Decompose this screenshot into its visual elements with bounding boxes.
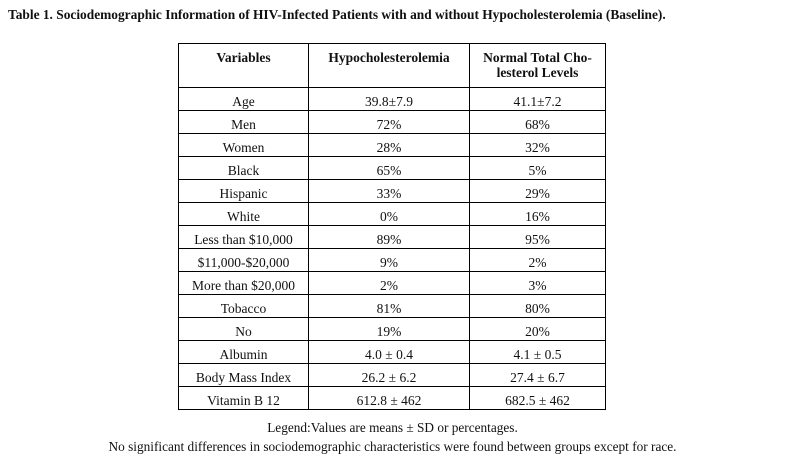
cell-variable: Men <box>178 110 309 134</box>
table-row: Tobacco 81% 80% <box>178 294 606 318</box>
cell-hypocholesterolemia: 72% <box>308 110 470 134</box>
table-row: Women 28% 32% <box>178 133 606 157</box>
cell-variable: More than $20,000 <box>178 271 309 295</box>
cell-hypocholesterolemia: 33% <box>308 179 470 203</box>
cell-normal: 27.4 ± 6.7 <box>469 363 606 387</box>
cell-hypocholesterolemia: 89% <box>308 225 470 249</box>
cell-hypocholesterolemia: 19% <box>308 317 470 341</box>
cell-variable: Body Mass Index <box>178 363 309 387</box>
cell-hypocholesterolemia: 65% <box>308 156 470 180</box>
table-row: White 0% 16% <box>178 202 606 226</box>
table-legend: Legend:Values are means ± SD or percenta… <box>267 420 518 435</box>
cell-variable: Tobacco <box>178 294 309 318</box>
cell-variable: White <box>178 202 309 226</box>
table-row: Men 72% 68% <box>178 110 606 134</box>
cell-hypocholesterolemia: 4.0 ± 0.4 <box>308 340 470 364</box>
cell-hypocholesterolemia: 612.8 ± 462 <box>308 386 470 410</box>
cell-hypocholesterolemia: 39.8±7.9 <box>308 87 470 111</box>
cell-hypocholesterolemia: 81% <box>308 294 470 318</box>
cell-normal: 32% <box>469 133 606 157</box>
cell-variable: Women <box>178 133 309 157</box>
cell-hypocholesterolemia: 26.2 ± 6.2 <box>308 363 470 387</box>
table-row: More than $20,000 2% 3% <box>178 271 606 295</box>
cell-variable: Albumin <box>178 340 309 364</box>
cell-normal: 4.1 ± 0.5 <box>469 340 606 364</box>
table-row: Age 39.8±7.9 41.1±7.2 <box>178 87 606 111</box>
cell-normal: 80% <box>469 294 606 318</box>
cell-variable: Less than $10,000 <box>178 225 309 249</box>
header-normal-cholesterol: Normal Total Cho- lesterol Levels <box>469 43 606 88</box>
cell-normal: 29% <box>469 179 606 203</box>
cell-variable: Black <box>178 156 309 180</box>
cell-normal: 3% <box>469 271 606 295</box>
table-row: Vitamin B 12 612.8 ± 462 682.5 ± 462 <box>178 386 606 410</box>
cell-normal: 20% <box>469 317 606 341</box>
table-caption: Table 1. Sociodemographic Information of… <box>8 7 666 22</box>
cell-hypocholesterolemia: 9% <box>308 248 470 272</box>
cell-variable: $11,000-$20,000 <box>178 248 309 272</box>
table-row: Albumin 4.0 ± 0.4 4.1 ± 0.5 <box>178 340 606 364</box>
table-header-row: Variables Hypocholesterolemia Normal Tot… <box>178 43 606 88</box>
table-footnote: No significant differences in sociodemog… <box>108 439 677 454</box>
cell-normal: 5% <box>469 156 606 180</box>
cell-normal: 68% <box>469 110 606 134</box>
header-hypocholesterolemia: Hypocholesterolemia <box>308 43 470 88</box>
cell-variable: No <box>178 317 309 341</box>
cell-normal: 2% <box>469 248 606 272</box>
header-normal-cholesterol-line1: Normal Total Cho- <box>483 50 592 65</box>
cell-variable: Hispanic <box>178 179 309 203</box>
cell-variable: Vitamin B 12 <box>178 386 309 410</box>
table-row: Black 65% 5% <box>178 156 606 180</box>
table-row: Less than $10,000 89% 95% <box>178 225 606 249</box>
cell-normal: 41.1±7.2 <box>469 87 606 111</box>
table-row: Hispanic 33% 29% <box>178 179 606 203</box>
cell-normal: 95% <box>469 225 606 249</box>
header-normal-cholesterol-line2: lesterol Levels <box>496 65 579 80</box>
cell-hypocholesterolemia: 28% <box>308 133 470 157</box>
header-variables: Variables <box>178 43 309 88</box>
table-body: Age 39.8±7.9 41.1±7.2 Men 72% 68% Women 28% 32… <box>178 87 606 410</box>
cell-normal: 16% <box>469 202 606 226</box>
table-row: No 19% 20% <box>178 317 606 341</box>
sociodemographic-table: Variables Hypocholesterolemia Normal Tot… <box>178 43 606 410</box>
cell-variable: Age <box>178 87 309 111</box>
cell-hypocholesterolemia: 0% <box>308 202 470 226</box>
table-row: Body Mass Index 26.2 ± 6.2 27.4 ± 6.7 <box>178 363 606 387</box>
table-row: $11,000-$20,000 9% 2% <box>178 248 606 272</box>
cell-normal: 682.5 ± 462 <box>469 386 606 410</box>
cell-hypocholesterolemia: 2% <box>308 271 470 295</box>
